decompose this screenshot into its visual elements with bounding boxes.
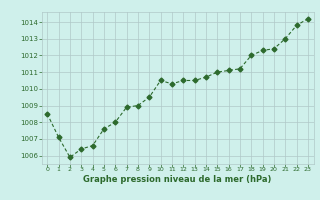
X-axis label: Graphe pression niveau de la mer (hPa): Graphe pression niveau de la mer (hPa) [84, 175, 272, 184]
